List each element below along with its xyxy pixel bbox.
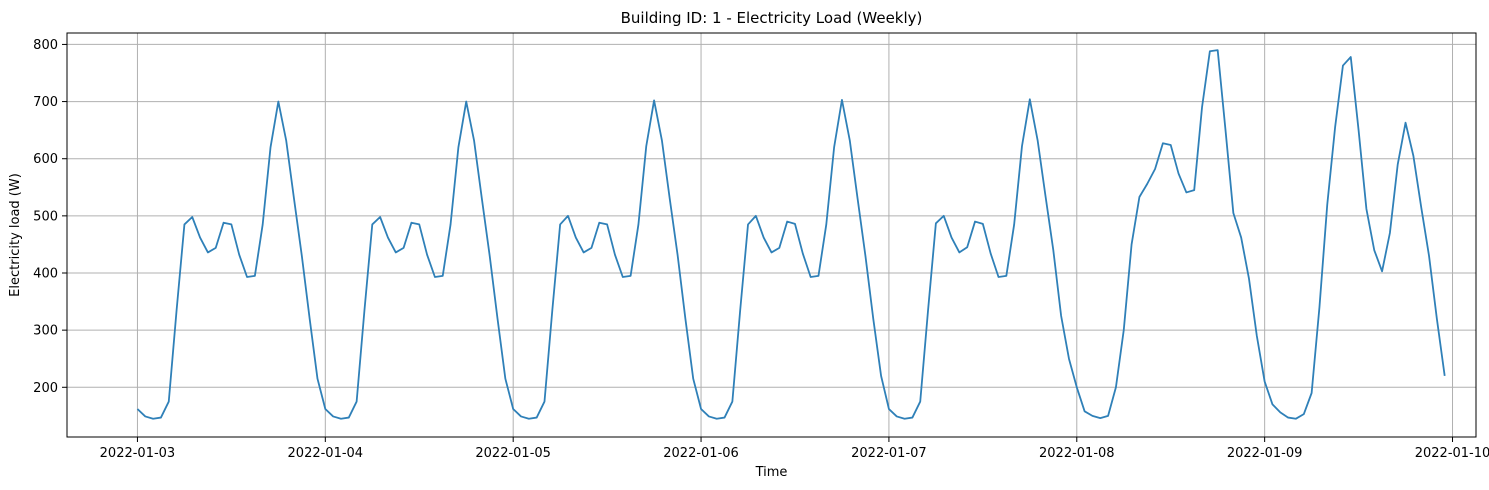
x-axis-label: Time	[755, 465, 788, 480]
y-axis-label: Electricity load (W)	[8, 173, 23, 297]
y-tick-label: 300	[33, 324, 58, 339]
chart-title: Building ID: 1 - Electricity Load (Weekl…	[621, 9, 923, 27]
x-axis: 2022-01-03 2022-01-04 2022-01-05 2022-01-06…	[100, 437, 1489, 461]
x-tick-label: 2022-01-03	[100, 446, 176, 461]
y-tick-label: 700	[33, 95, 58, 110]
y-tick-label: 600	[33, 152, 58, 167]
x-tick-label: 2022-01-05	[475, 446, 551, 461]
x-tick-label: 2022-01-06	[663, 446, 739, 461]
x-tick-label: 2022-01-04	[288, 446, 364, 461]
grid	[67, 33, 1476, 437]
y-axis: 200 300 400 500 600 700 800	[33, 38, 67, 396]
y-tick-label: 200	[33, 381, 58, 396]
x-tick-label: 2022-01-09	[1227, 446, 1303, 461]
series-line-electricity-load	[136, 49, 1446, 420]
x-tick-label: 2022-01-07	[851, 446, 927, 461]
y-tick-label: 400	[33, 267, 58, 282]
y-tick-label: 500	[33, 209, 58, 224]
plot-frame	[66, 32, 1477, 438]
y-tick-label: 800	[33, 38, 58, 53]
x-tick-label: 2022-01-10	[1415, 446, 1489, 461]
x-tick-label: 2022-01-08	[1039, 446, 1115, 461]
